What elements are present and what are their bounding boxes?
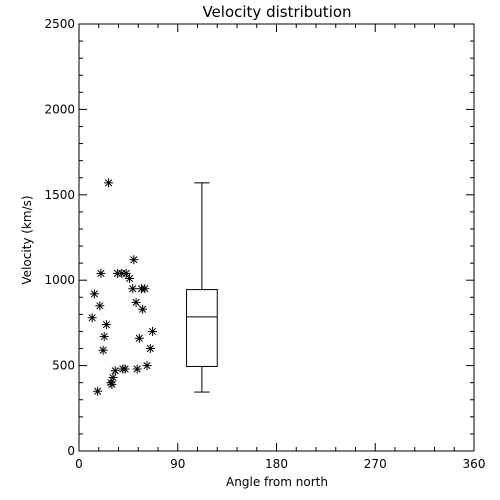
y-axis-label: Velocity (km/s) bbox=[20, 195, 34, 284]
data-point bbox=[124, 273, 134, 283]
x-tick-label: 90 bbox=[170, 457, 185, 471]
data-point bbox=[99, 332, 109, 342]
x-tick-label: 0 bbox=[75, 457, 83, 471]
y-tick-label: 2500 bbox=[44, 17, 75, 31]
data-point bbox=[110, 366, 120, 376]
x-axis-label: Angle from north bbox=[226, 475, 328, 489]
data-point bbox=[138, 304, 148, 314]
boxplot bbox=[186, 182, 218, 393]
plot-axes bbox=[78, 23, 475, 452]
y-tick-label: 0 bbox=[67, 444, 75, 458]
data-point bbox=[121, 268, 131, 278]
data-point bbox=[134, 333, 144, 343]
y-tick-label: 1500 bbox=[44, 188, 75, 202]
y-tick-label: 500 bbox=[52, 359, 75, 373]
data-point bbox=[148, 326, 158, 336]
scatter-points bbox=[87, 178, 158, 396]
data-point bbox=[131, 297, 141, 307]
y-tick-label: 1000 bbox=[44, 273, 75, 287]
data-point bbox=[87, 313, 97, 323]
x-tick-label: 360 bbox=[463, 457, 486, 471]
data-point bbox=[132, 364, 142, 374]
x-axis-ticks: 0 90 180 270 360 bbox=[75, 24, 485, 471]
x-tick-label: 270 bbox=[364, 457, 387, 471]
data-point bbox=[142, 361, 152, 371]
plot-frame bbox=[78, 23, 475, 452]
data-point bbox=[145, 344, 155, 354]
data-point bbox=[89, 289, 99, 299]
data-point bbox=[128, 284, 138, 294]
data-point bbox=[120, 364, 130, 374]
data-point bbox=[129, 255, 139, 265]
data-point bbox=[107, 379, 117, 389]
x-tick-label: 180 bbox=[265, 457, 288, 471]
boxplot-box bbox=[186, 289, 218, 367]
data-point bbox=[101, 320, 111, 330]
data-point bbox=[98, 345, 108, 355]
data-point bbox=[95, 301, 105, 311]
y-axis-ticks: 0 500 1000 1500 2000 2500 bbox=[44, 17, 474, 458]
data-point bbox=[96, 268, 106, 278]
y-tick-label: 2000 bbox=[44, 102, 75, 116]
data-point bbox=[140, 284, 150, 294]
data-point bbox=[93, 386, 103, 396]
data-point bbox=[104, 178, 114, 188]
chart-title: Velocity distribution bbox=[202, 3, 351, 21]
